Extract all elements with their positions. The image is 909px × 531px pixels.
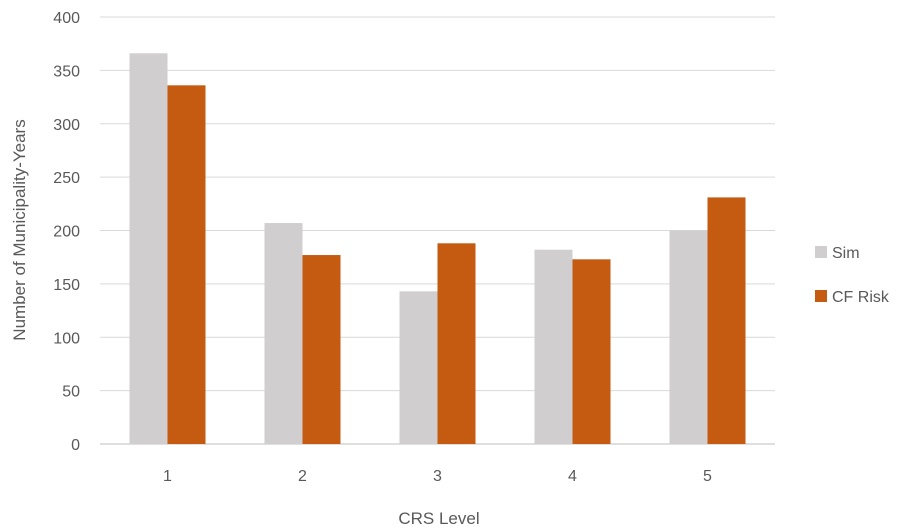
legend-label-cf-risk: CF Risk	[832, 289, 890, 306]
y-tick-label: 400	[53, 10, 80, 27]
x-axis-title: CRS Level	[398, 509, 479, 528]
bar-cf-risk-4	[572, 259, 611, 444]
y-tick-label: 50	[62, 384, 80, 401]
y-tick-label: 300	[53, 117, 80, 134]
bar-sim-5	[669, 230, 708, 444]
bar-sim-2	[264, 223, 303, 444]
bar-sim-1	[129, 53, 168, 445]
y-tick-label: 150	[53, 277, 80, 294]
bar-cf-risk-1	[167, 85, 206, 444]
y-axis-title: Number of Municipality-Years	[10, 119, 29, 340]
y-axis-ticks: 0 50 100 150 200 250 300 350 400	[53, 10, 80, 454]
x-tick-label: 4	[568, 468, 577, 485]
bars	[129, 53, 746, 445]
x-tick-label: 5	[703, 468, 712, 485]
bar-sim-4	[534, 249, 573, 444]
y-tick-label: 350	[53, 63, 80, 80]
gridlines	[100, 16, 775, 445]
y-tick-label: 100	[53, 330, 80, 347]
x-tick-label: 1	[163, 468, 172, 485]
x-tick-label: 2	[298, 468, 307, 485]
x-axis-ticks: 1 2 3 4 5	[163, 468, 712, 485]
y-tick-label: 0	[71, 437, 80, 454]
legend-swatch-cf-risk	[815, 290, 827, 302]
legend-label-sim: Sim	[832, 245, 860, 262]
y-tick-label: 250	[53, 170, 80, 187]
x-tick-label: 3	[433, 468, 442, 485]
bar-cf-risk-2	[302, 255, 341, 444]
bar-sim-3	[399, 291, 438, 444]
bar-cf-risk-3	[437, 243, 476, 444]
y-tick-label: 200	[53, 224, 80, 241]
bar-cf-risk-5	[707, 197, 746, 444]
legend: Sim CF Risk	[815, 245, 890, 306]
legend-swatch-sim	[815, 246, 827, 258]
